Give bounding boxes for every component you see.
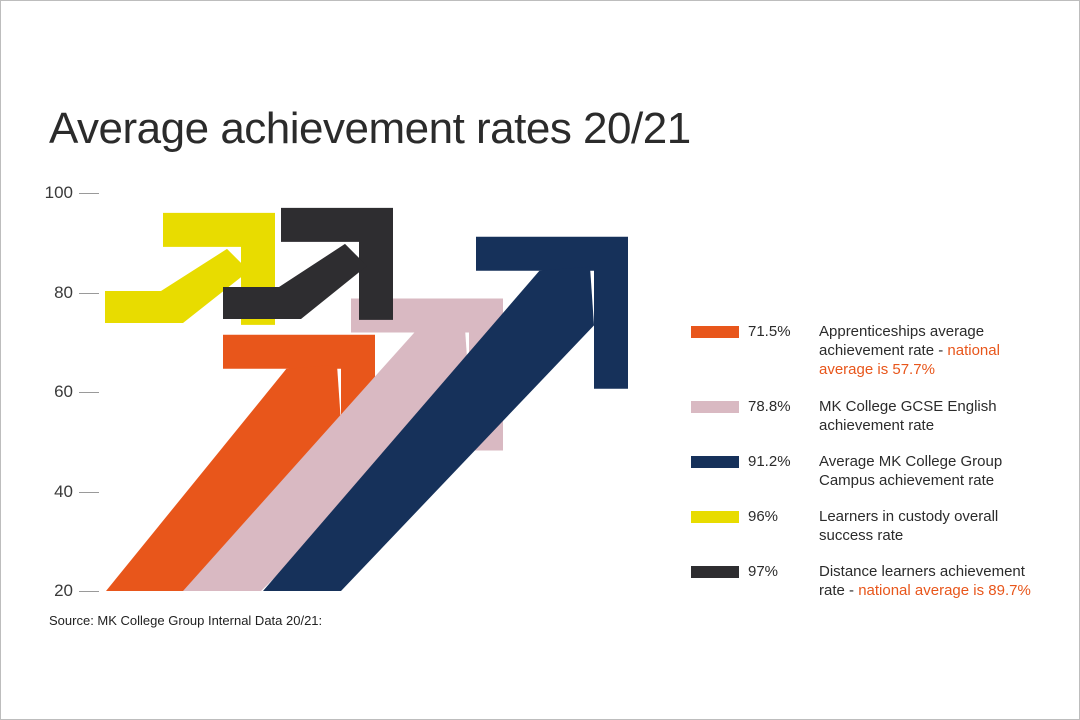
legend-value: 91.2% bbox=[748, 453, 791, 470]
legend-value: 71.5% bbox=[748, 323, 791, 340]
legend-label-text: Apprenticeships average achievement rate… bbox=[819, 323, 985, 359]
legend-note: national average is 57.7% bbox=[819, 342, 1000, 378]
chart-title: Average achievement rates 20/21 bbox=[49, 104, 691, 153]
source-note: Source: MK College Group Internal Data 2… bbox=[49, 613, 323, 628]
legend-swatch bbox=[691, 326, 739, 338]
y-tick-label: 80 bbox=[54, 282, 73, 302]
legend-swatch bbox=[691, 401, 739, 413]
legend-label: MK College GCSE English achievement rate bbox=[819, 397, 1049, 435]
y-tick-mark bbox=[79, 591, 99, 592]
legend-label-text: MK College GCSE English achievement rate bbox=[819, 398, 997, 434]
arrow-shaft-1 bbox=[183, 328, 469, 591]
legend-label-text: Average MK College Group Campus achievem… bbox=[819, 453, 1003, 489]
y-tick-mark bbox=[79, 292, 99, 294]
legend-swatch bbox=[691, 456, 739, 468]
arrow-shaft-2 bbox=[263, 266, 594, 591]
y-tick-mark bbox=[79, 491, 99, 493]
arrow-head-2 bbox=[476, 236, 628, 389]
arrow-head-4 bbox=[281, 207, 393, 320]
y-tick-label: 40 bbox=[54, 481, 73, 501]
legend-swatch bbox=[691, 511, 739, 523]
legend-label: Distance learners achievement rate - nat… bbox=[819, 562, 1049, 600]
y-tick-label: 20 bbox=[54, 581, 73, 600]
legend-value: 96% bbox=[748, 508, 779, 525]
y-tick-mark bbox=[79, 193, 99, 194]
legend-value: 78.8% bbox=[748, 398, 791, 415]
arrow-body-3 bbox=[105, 248, 249, 323]
y-tick-mark bbox=[79, 392, 99, 393]
legend-note: national average is 89.7% bbox=[858, 582, 1031, 599]
arrow-body-4 bbox=[223, 243, 367, 319]
legend-label: Apprenticeships average achievement rate… bbox=[819, 322, 1049, 379]
legend-value: 97% bbox=[748, 563, 779, 580]
y-tick-label: 100 bbox=[44, 183, 73, 202]
legend-label: Learners in custody overall success rate bbox=[819, 507, 1049, 545]
arrow-shaft-0 bbox=[106, 364, 341, 591]
legend-label-text: Learners in custody overall success rate bbox=[819, 508, 999, 544]
legend-swatch bbox=[691, 566, 739, 578]
legend-label-text: Distance learners achievement rate - bbox=[819, 563, 1025, 599]
legend-label: Average MK College Group Campus achievem… bbox=[819, 452, 1049, 490]
y-tick-label: 60 bbox=[54, 382, 73, 401]
